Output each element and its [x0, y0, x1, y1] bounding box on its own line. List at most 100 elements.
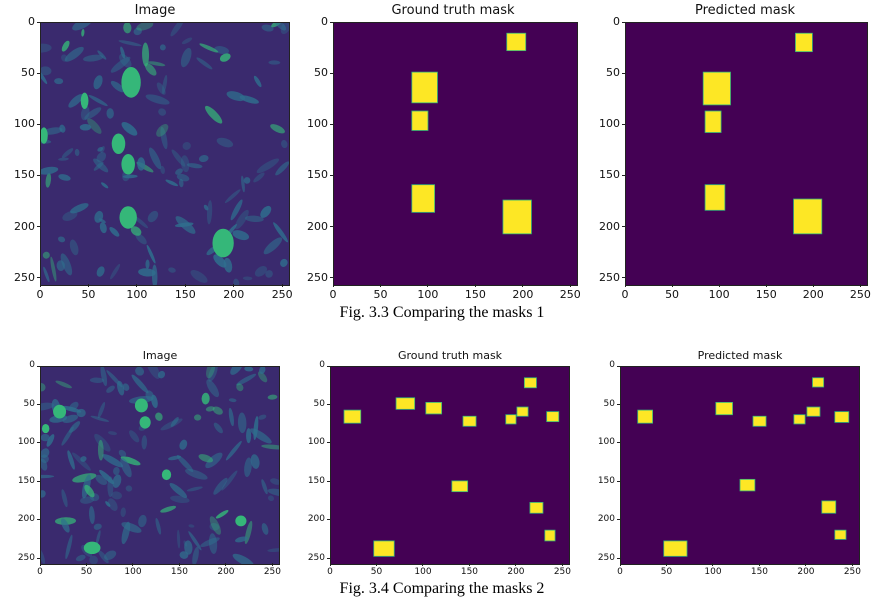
leaf-shape: [41, 474, 55, 479]
leaf-shape: [62, 210, 78, 221]
leaf-shape: [42, 251, 50, 259]
leaf-shape: [224, 189, 241, 204]
leaf-shape: [61, 40, 70, 52]
leaf-shape: [261, 523, 269, 535]
y-tick-label: 150: [599, 168, 620, 182]
leaf-shape: [145, 367, 160, 379]
fruit-shape: [119, 206, 137, 229]
leaf-shape: [122, 174, 138, 179]
y-tick-mark: [617, 442, 620, 444]
mask-box: [793, 198, 823, 235]
mask-box: [516, 406, 529, 417]
leaf-shape: [205, 452, 223, 469]
y-tick-label: 100: [307, 437, 325, 448]
leaf-shape: [156, 124, 169, 137]
y-tick-label: 100: [307, 117, 328, 131]
leaf-shape: [79, 124, 92, 131]
x-tick-mark: [332, 284, 334, 287]
y-tick-label: 50: [313, 398, 325, 409]
leaf-shape: [265, 270, 273, 278]
leaf-shape: [215, 510, 229, 519]
leaf-shape: [213, 477, 228, 495]
leaf-shape: [125, 485, 133, 492]
y-tick-mark: [330, 21, 333, 23]
leaf-shape: [93, 158, 109, 173]
leaf-shape: [160, 126, 168, 150]
panel-title: Ground truth mask: [397, 349, 503, 362]
leaf-shape: [233, 278, 240, 285]
fruit-shape: [41, 423, 50, 434]
leaf-shape: [162, 75, 168, 95]
leaf-shape: [184, 540, 193, 555]
leaf-shape: [244, 367, 254, 372]
leaf-shape: [188, 531, 202, 551]
leaf-shape: [216, 137, 234, 148]
leaf-shape: [258, 414, 267, 420]
leaf-shape: [253, 75, 262, 88]
leaf-shape: [120, 46, 126, 59]
y-tick-label: 100: [599, 117, 620, 131]
x-tick-label: 100: [704, 567, 722, 577]
x-tick-mark: [624, 284, 626, 287]
leaf-shape: [221, 470, 238, 491]
leaf-shape: [144, 62, 157, 76]
ground-truth-panel-1: [333, 22, 578, 286]
mask-box: [704, 110, 722, 133]
leaf-shape: [206, 379, 220, 398]
y-tick-mark: [37, 277, 40, 279]
leaf-shape: [90, 415, 110, 422]
leaf-shape: [159, 44, 166, 51]
leaf-shape: [260, 205, 272, 218]
leaf-shape: [110, 56, 131, 73]
y-tick-label: 200: [597, 514, 615, 525]
leaf-shape: [41, 490, 46, 498]
leaf-shape: [112, 474, 122, 488]
y-tick-mark: [37, 123, 40, 125]
leaf-shape: [201, 392, 210, 405]
mask-box: [523, 377, 537, 389]
x-tick-mark: [271, 563, 273, 566]
y-tick-mark: [37, 175, 40, 177]
leaf-shape: [105, 501, 111, 507]
leaf-shape: [62, 414, 78, 423]
leaf-shape: [61, 405, 82, 413]
leaf-shape: [131, 374, 149, 394]
leaf-shape: [261, 24, 274, 32]
fruit-shape: [121, 154, 135, 175]
leaf-shape: [155, 412, 163, 421]
leaf-shape: [55, 380, 72, 389]
leaf-shape: [41, 43, 52, 53]
leaf-shape: [230, 367, 243, 375]
leaf-shape: [110, 80, 125, 93]
y-tick-label: 0: [609, 360, 615, 371]
leaf-shape: [204, 105, 223, 124]
y-tick-mark: [37, 519, 40, 521]
leaf-shape: [43, 266, 50, 283]
leaf-shape: [130, 226, 142, 236]
leaf-shape: [170, 417, 179, 427]
y-tick-label: 200: [599, 219, 620, 233]
y-tick-label: 150: [307, 475, 325, 486]
leaf-shape: [275, 161, 289, 176]
leaf-shape: [228, 398, 237, 403]
x-tick-mark: [468, 563, 470, 566]
mask-box: [462, 415, 477, 427]
leaf-shape: [180, 47, 192, 68]
leaf-shape: [174, 222, 194, 228]
x-tick-mark: [87, 284, 89, 287]
leaf-shape: [182, 141, 191, 150]
x-tick-label: 200: [217, 567, 235, 577]
leaf-shape: [97, 439, 104, 461]
y-tick-mark: [327, 480, 330, 482]
leaf-shape: [123, 23, 132, 34]
leaf-shape: [89, 377, 105, 384]
leaf-shape: [235, 536, 248, 543]
leaf-shape: [118, 449, 127, 457]
leaf-shape: [228, 407, 234, 427]
leaf-shape: [41, 382, 46, 392]
leaf-shape: [122, 383, 130, 391]
y-tick-mark: [37, 21, 40, 23]
leaf-shape: [168, 267, 176, 273]
y-tick-mark: [37, 480, 40, 482]
mask-box: [411, 184, 436, 213]
